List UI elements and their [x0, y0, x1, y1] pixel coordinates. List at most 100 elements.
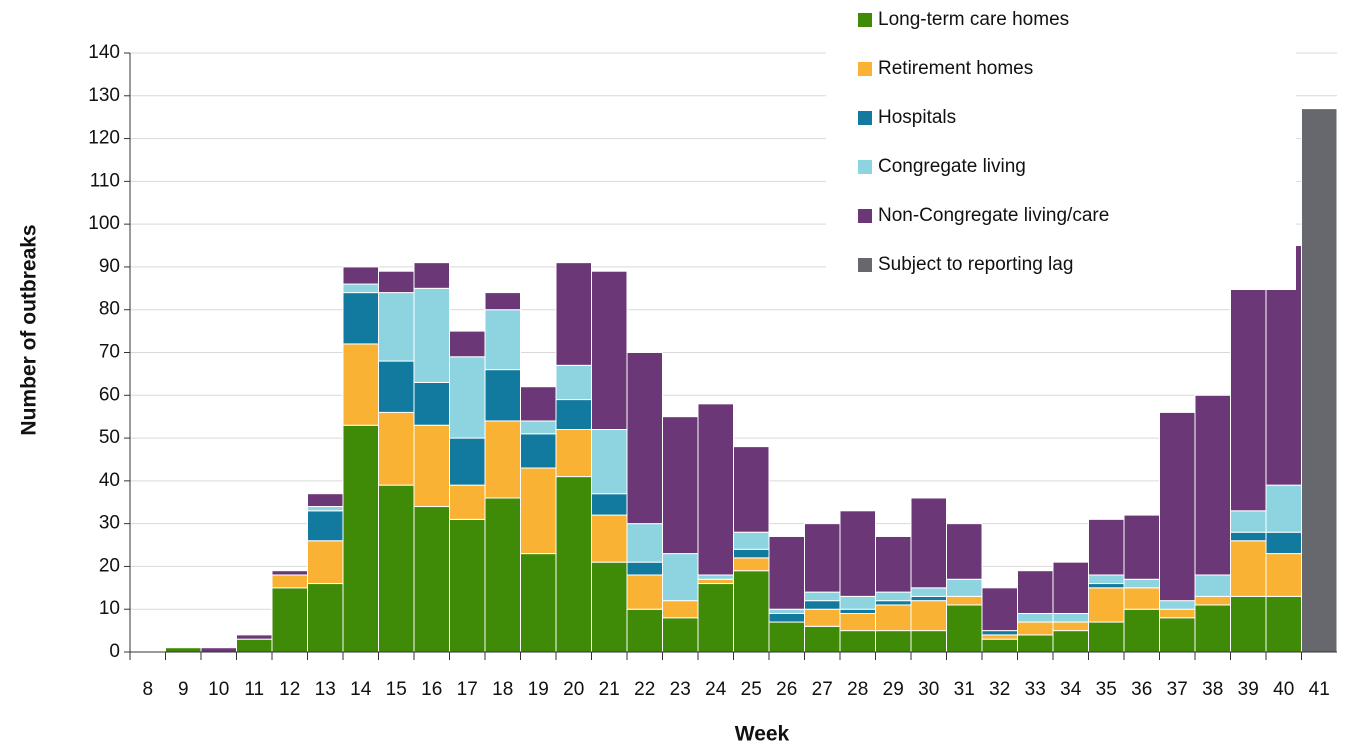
bar-segment [271, 570, 308, 576]
bar-segment [1123, 514, 1160, 580]
bar-segment [1088, 574, 1125, 585]
bar-segment [1017, 612, 1054, 623]
bar-segment [946, 595, 983, 606]
bar-segment [413, 262, 450, 289]
bar-segment [804, 608, 841, 627]
bar-segment [555, 262, 592, 366]
x-tick-label: 31 [954, 679, 975, 700]
x-tick-label: 18 [492, 679, 513, 700]
bar-segment [591, 514, 628, 563]
bar-segment [1194, 574, 1231, 597]
bar-segment [910, 595, 947, 602]
bar-segment [804, 625, 841, 653]
bar-segment [804, 591, 841, 602]
bar-segment [307, 506, 344, 512]
y-tick-label: 120 [88, 128, 120, 149]
bar-segment [626, 523, 663, 563]
bar-segment [1052, 621, 1089, 632]
bar-segment [733, 548, 770, 559]
bar-segment [449, 356, 486, 439]
bar-segment [1194, 394, 1231, 576]
bar-segment [165, 647, 202, 653]
bar-segment [1159, 608, 1196, 619]
bar-segment [839, 630, 876, 653]
x-tick-label: 26 [776, 679, 797, 700]
bar-segment [1052, 612, 1089, 623]
bar-segment [236, 638, 273, 653]
bar-segment [1159, 600, 1196, 610]
bar-segment [449, 330, 486, 358]
bar-segment [555, 364, 592, 401]
bar-segment [413, 424, 450, 508]
legend-swatch [858, 160, 872, 174]
legend-label: Non-Congregate living/care [878, 205, 1109, 226]
bar-segment [626, 608, 663, 653]
bar-segment [520, 386, 557, 422]
bar-segment [839, 595, 876, 610]
bar-segment [449, 518, 486, 653]
bar-segment [1265, 553, 1302, 597]
y-axis-label: Number of outbreaks [18, 224, 41, 435]
y-tick-label: 110 [90, 170, 120, 191]
x-tick-label: 36 [1131, 679, 1152, 700]
bar-segment [307, 583, 344, 653]
bar-segment [1230, 510, 1267, 533]
bar-segment [1123, 578, 1160, 589]
bar-segment [413, 381, 450, 426]
x-tick-label: 28 [847, 679, 868, 700]
bar-segment [484, 420, 521, 499]
y-tick-label: 130 [88, 85, 120, 106]
legend-swatch [858, 209, 872, 223]
bar-segment [378, 360, 415, 413]
bar-segment [768, 612, 805, 623]
x-tick-label: 22 [634, 679, 655, 700]
legend-label: Long-term care homes [878, 9, 1069, 30]
x-tick-label: 39 [1238, 679, 1259, 700]
x-tick-label: 19 [528, 679, 549, 700]
bar-segment [342, 283, 379, 294]
bar-segment [484, 292, 521, 311]
bar-segment [733, 531, 770, 550]
x-tick-label: 17 [457, 679, 478, 700]
bar-segment [1265, 531, 1302, 555]
bar-segment [378, 292, 415, 362]
bar-segment [1230, 540, 1267, 597]
x-tick-label: 41 [1309, 679, 1330, 700]
bar-segment [839, 510, 876, 597]
x-tick-label: 11 [244, 679, 264, 700]
x-tick-label: 38 [1202, 679, 1223, 700]
legend-bg [826, 0, 1296, 290]
legend-swatch [858, 258, 872, 272]
legend-label: Retirement homes [878, 58, 1033, 79]
bar-segment [591, 493, 628, 516]
legend-swatch [858, 13, 872, 27]
bar-segment [1123, 608, 1160, 653]
bar-segment [981, 587, 1018, 632]
bar-segment [484, 497, 521, 653]
legend-swatch [858, 111, 872, 125]
bar-segment [1088, 518, 1125, 576]
bar-segment [1230, 595, 1267, 653]
x-tick-label: 29 [883, 679, 904, 700]
bar-segment [342, 266, 379, 285]
bar-segment [768, 608, 805, 614]
bar-segment [1088, 587, 1125, 623]
y-tick-label: 40 [99, 470, 120, 491]
bar-segment [1159, 411, 1196, 602]
bar-segment [520, 553, 557, 653]
legend-label: Congregate living [878, 156, 1026, 177]
x-tick-label: 35 [1096, 679, 1117, 700]
bar-segment [804, 600, 841, 610]
bar-segment [1088, 583, 1125, 589]
bar-segment [342, 343, 379, 426]
x-tick-label: 32 [989, 679, 1010, 700]
bar-segment [626, 561, 663, 576]
bar-segment [981, 630, 1018, 636]
bar-segment [378, 270, 415, 294]
bar-segment [1017, 570, 1054, 614]
bar-segment [875, 630, 912, 653]
y-tick-label: 70 [99, 342, 120, 363]
bar-segment [839, 608, 876, 614]
bar-segment [591, 429, 628, 495]
bar-segment [662, 617, 699, 653]
